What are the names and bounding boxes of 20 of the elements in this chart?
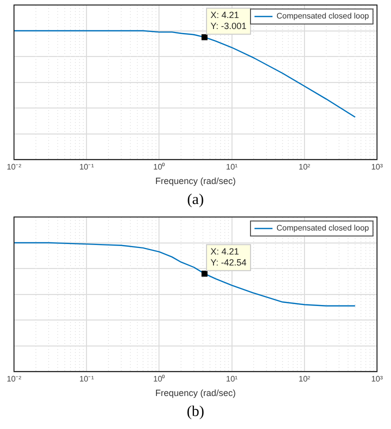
x-tick-label: 10² <box>298 374 311 384</box>
legend-label: Compensated closed loop <box>276 12 370 21</box>
annotation: X: 4.21 Y: -3.001 <box>210 10 247 32</box>
x-axis-title: Frequency (rad/sec) <box>155 388 236 398</box>
text: (b) <box>186 403 206 422</box>
x-tick-label: 10¹ <box>226 162 238 172</box>
x-tick-label: 10⁻² <box>6 374 22 384</box>
x-tick-label: 10³ <box>371 162 384 172</box>
x-tick-label: 10⁻¹ <box>79 374 94 384</box>
x-tick-label: 10⁻¹ <box>79 162 94 172</box>
x-tick-label: 10⁻² <box>6 162 22 172</box>
x-axis-title: Frequency (rad/sec) <box>155 176 236 186</box>
x-tick-label: 10¹ <box>226 374 238 384</box>
legend-label: Compensated closed loop <box>276 224 370 233</box>
x-tick-label: 10⁰ <box>153 162 166 172</box>
x-tick-label: 10² <box>298 162 311 172</box>
x-tick-label: 10³ <box>371 374 384 384</box>
text: (a) <box>186 191 205 210</box>
annotation: X: 4.21 Y: -42.54 <box>210 246 247 268</box>
x-tick-label: 10⁰ <box>153 374 166 384</box>
